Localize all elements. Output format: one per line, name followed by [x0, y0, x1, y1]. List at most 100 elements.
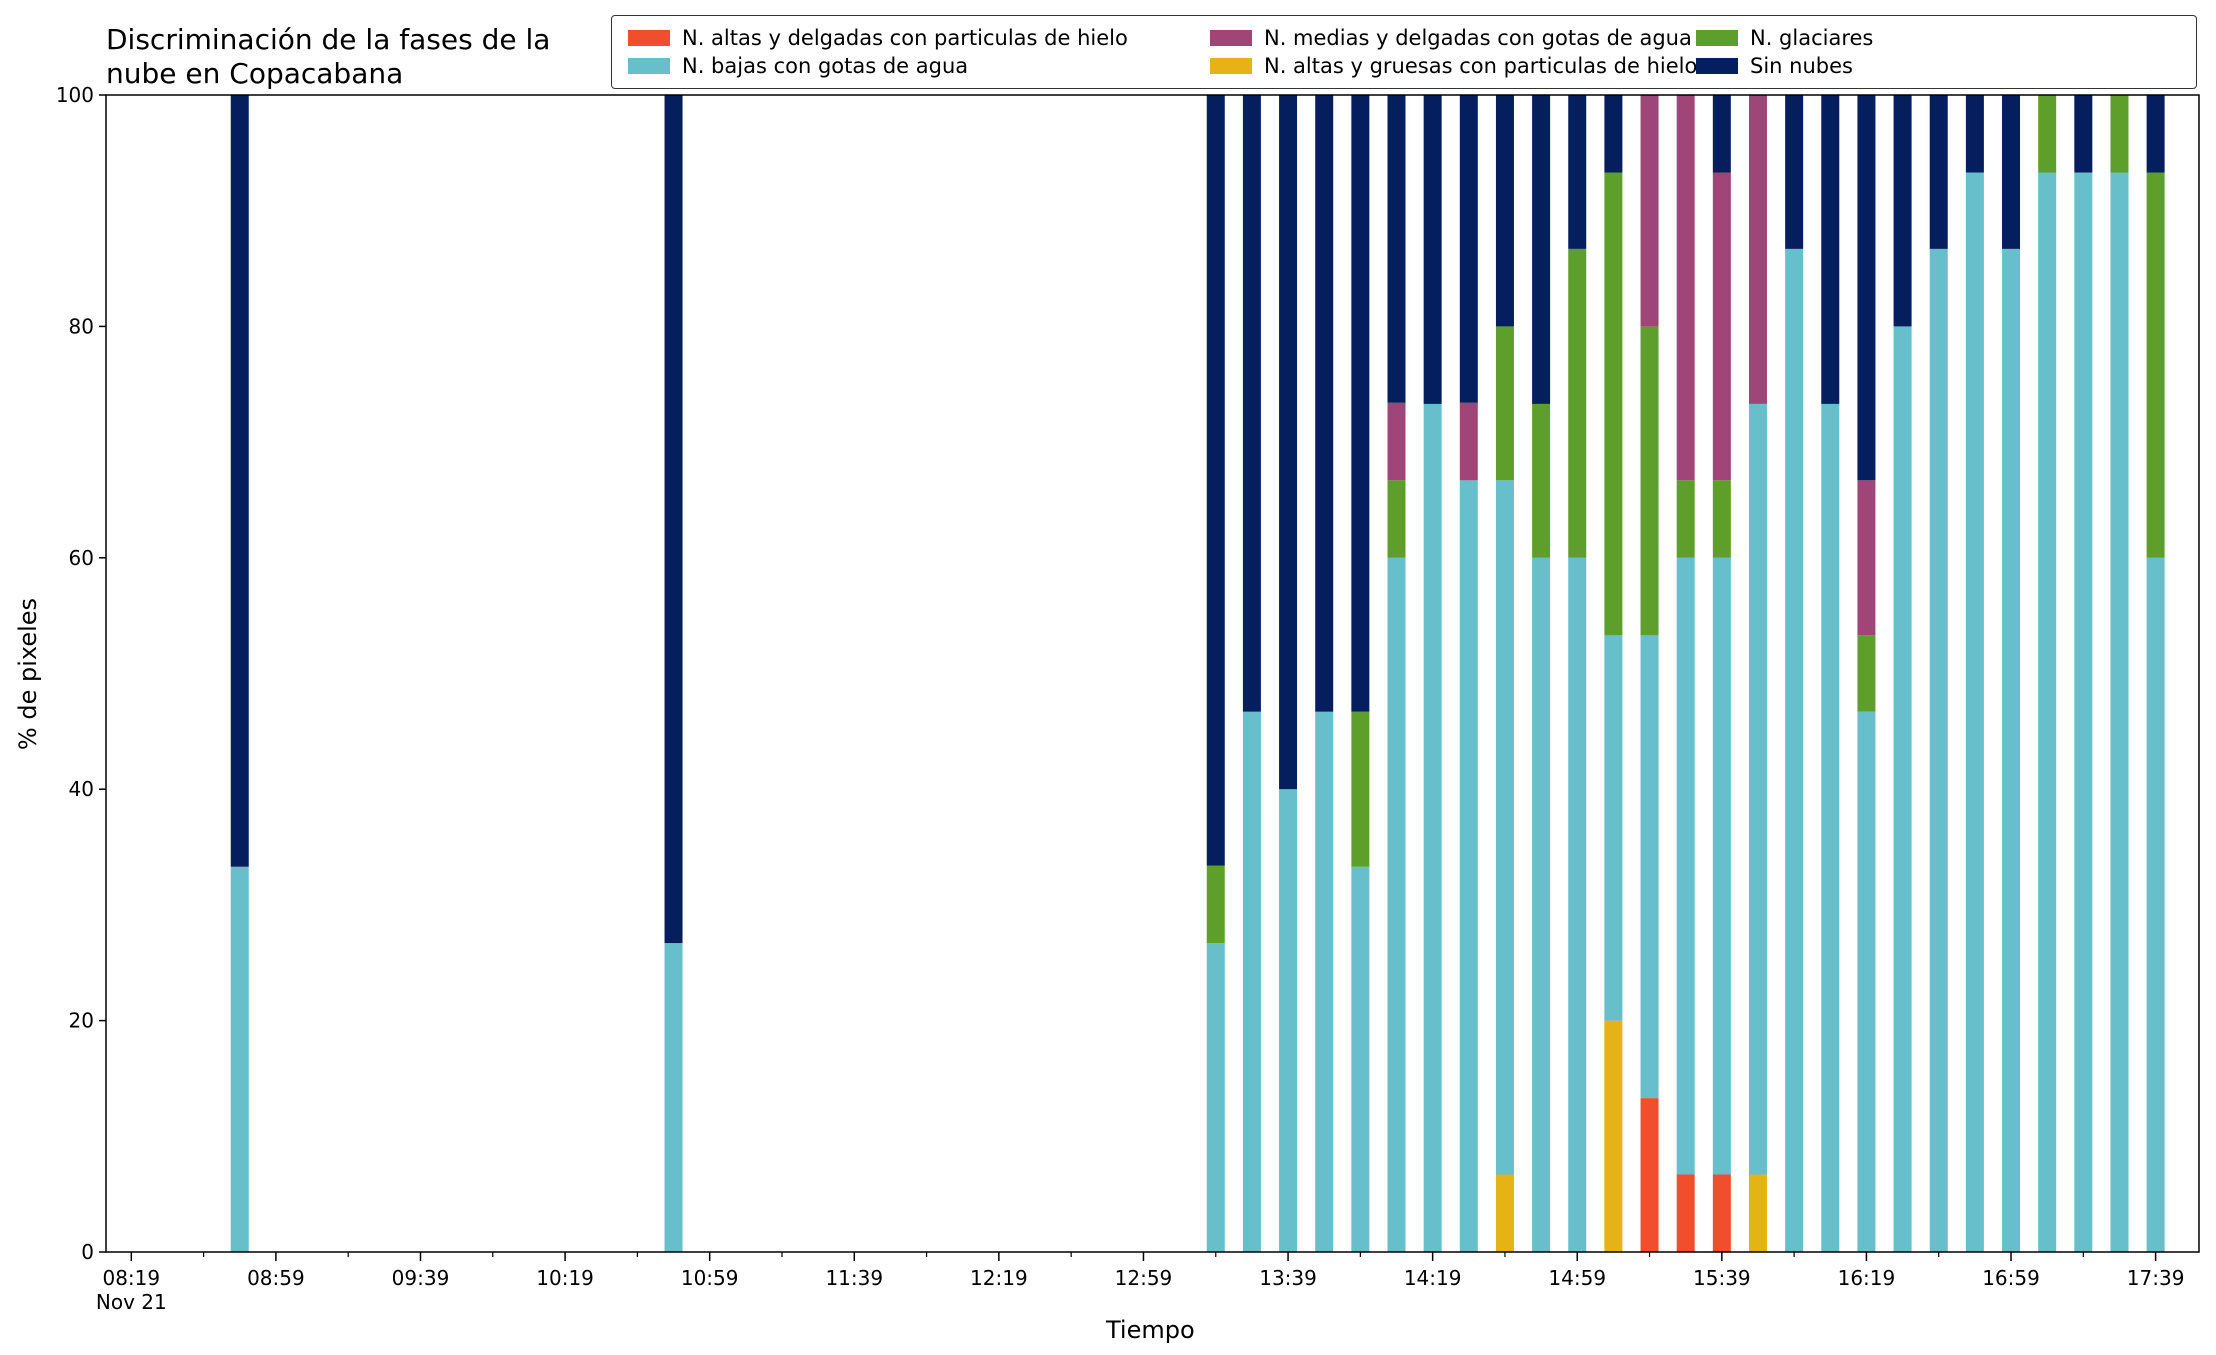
legend-item-altas_gruesas: N. altas y gruesas con particulas de hie…	[1210, 54, 1697, 78]
bar-segment-bajas-1429	[1459, 480, 1478, 1252]
x-tick-label-1339: 13:39	[1259, 1266, 1317, 1290]
bar-segment-sin_nubes-1359	[1351, 95, 1370, 712]
x-tick-label-1459: 14:59	[1548, 1266, 1606, 1290]
x-tick-label-1419: 14:19	[1404, 1266, 1462, 1290]
bar-segment-sin_nubes-1349	[1315, 95, 1334, 712]
bar-segment-sin_nubes-1619	[1857, 95, 1876, 481]
bar-segment-glaciares-1519	[1640, 326, 1659, 636]
legend-swatch-glaciares	[1696, 30, 1738, 46]
bar-segment-bajas-1649	[1965, 172, 1984, 1252]
bar-segment-sin_nubes-1419	[1423, 95, 1442, 404]
chart-title-line-1: Discriminación de la fases de la	[106, 23, 551, 56]
bar-segment-bajas-1719	[2074, 172, 2093, 1252]
x-tick-label-0859: 08:59	[247, 1266, 305, 1290]
bar-segment-altas_delgadas-1539	[1712, 1174, 1731, 1252]
legend-label-altas_gruesas: N. altas y gruesas con particulas de hie…	[1264, 54, 1698, 78]
x-tick-label-1219: 12:19	[970, 1266, 1028, 1290]
bar-segment-bajas-1509	[1604, 635, 1623, 1021]
x-tick-label-1259: 12:59	[1115, 1266, 1173, 1290]
bar-segment-sin_nubes-1449	[1532, 95, 1551, 404]
bar-segment-sin_nubes-1339	[1279, 95, 1298, 790]
bar-segment-sin_nubes-1409	[1387, 95, 1406, 403]
bar-segment-glaciares-1729	[2110, 95, 2129, 173]
legend-item-bajas: N. bajas con gotas de agua	[628, 54, 968, 78]
bar-segment-medias-1619	[1857, 480, 1876, 636]
bar-segment-sin_nubes-0849	[230, 95, 249, 867]
bar-segment-bajas-1419	[1423, 403, 1442, 1252]
bar-segment-medias-1429	[1459, 402, 1478, 481]
plot-frame	[105, 94, 2200, 1253]
bar-segment-sin_nubes-1639	[1929, 95, 1948, 249]
bar-segment-glaciares-1449	[1532, 403, 1551, 558]
legend-label-altas_delgadas: N. altas y delgadas con particulas de hi…	[682, 26, 1128, 50]
bar-segment-glaciares-1739	[2146, 172, 2165, 558]
bar-segment-glaciares-1319	[1206, 865, 1225, 944]
bar-segment-altas_delgadas-1519	[1640, 1098, 1659, 1252]
bar-segment-sin_nubes-1319	[1206, 95, 1225, 866]
bar-segment-sin_nubes-1509	[1604, 95, 1623, 173]
bar-segment-bajas-1319	[1206, 943, 1225, 1252]
bar-segment-sin_nubes-1459	[1568, 95, 1587, 249]
bar-segment-medias-1529	[1676, 95, 1695, 481]
bar-segment-bajas-1409	[1387, 557, 1406, 1252]
bar-segment-glaciares-1529	[1676, 480, 1695, 558]
x-tick-label-1019: 10:19	[536, 1266, 594, 1290]
bar-segment-glaciares-1709	[2038, 95, 2057, 173]
y-tick-label-100: 100	[56, 83, 94, 107]
bar-segment-sin_nubes-1429	[1459, 95, 1478, 403]
x-tick-sublabel: Nov 21	[96, 1290, 167, 1314]
bar-segment-sin_nubes-1609	[1821, 95, 1840, 404]
bar-segment-sin_nubes-1739	[2146, 95, 2165, 173]
legend-swatch-altas_delgadas	[628, 30, 670, 46]
bar-segment-altas_gruesas-1549	[1748, 1174, 1767, 1252]
x-axis-label: Tiempo	[1106, 1316, 1195, 1344]
bar-segment-bajas-1459	[1568, 557, 1587, 1252]
bar-segment-sin_nubes-1629	[1893, 95, 1912, 327]
bar-segment-altas_delgadas-1529	[1676, 1174, 1695, 1252]
legend-item-medias: N. medias y delgadas con gotas de agua	[1210, 26, 1692, 50]
x-tick-label-1539: 15:39	[1693, 1266, 1751, 1290]
legend-swatch-bajas	[628, 58, 670, 74]
bar-segment-medias-1409	[1387, 402, 1406, 481]
bar-segment-bajas-1449	[1532, 557, 1551, 1252]
chart-title-line-2: nube en Copacabana	[106, 57, 404, 90]
bar-segment-glaciares-1509	[1604, 172, 1623, 636]
x-tick-label-0819: 08:19	[102, 1266, 160, 1290]
x-tick-label-1659: 16:59	[1982, 1266, 2040, 1290]
bar-segment-bajas-1349	[1315, 711, 1334, 1252]
bar-segment-bajas-1659	[2002, 248, 2021, 1253]
legend-swatch-medias	[1210, 30, 1252, 46]
y-tick-label-60: 60	[69, 546, 94, 570]
legend-label-sin_nubes: Sin nubes	[1750, 54, 1853, 78]
x-tick-label-1139: 11:39	[825, 1266, 883, 1290]
bar-segment-bajas-1739	[2146, 557, 2165, 1252]
bar-segment-sin_nubes-1649	[1965, 95, 1984, 173]
bar-segment-bajas-1629	[1893, 326, 1912, 1252]
bar-segment-glaciares-1539	[1712, 480, 1731, 558]
bar-segment-bajas-1559	[1785, 248, 1804, 1253]
legend: N. altas y delgadas con particulas de hi…	[611, 15, 2197, 89]
bar-segment-bajas-1359	[1351, 866, 1370, 1252]
bar-segment-bajas-1639	[1929, 248, 1948, 1253]
x-tick-label-1619: 16:19	[1838, 1266, 1896, 1290]
bar-segment-glaciares-1619	[1857, 635, 1876, 712]
bar-segment-bajas-1519	[1640, 635, 1659, 1099]
bar-segment-bajas-1619	[1857, 711, 1876, 1252]
bar-segment-medias-1539	[1712, 172, 1731, 481]
bar-segment-bajas-1549	[1748, 403, 1767, 1175]
bar-segment-bajas-1529	[1676, 557, 1695, 1175]
legend-label-glaciares: N. glaciares	[1750, 26, 1874, 50]
bar-segment-bajas-1729	[2110, 172, 2129, 1252]
legend-item-sin_nubes: Sin nubes	[1696, 54, 1853, 78]
bar-segment-glaciares-1439	[1495, 326, 1514, 481]
x-tick-label-1059: 10:59	[681, 1266, 739, 1290]
x-tick-label-1739: 17:39	[2127, 1266, 2185, 1290]
legend-label-medias: N. medias y delgadas con gotas de agua	[1264, 26, 1692, 50]
y-tick-label-80: 80	[69, 314, 94, 338]
bar-segment-sin_nubes-1719	[2074, 95, 2093, 173]
bar-segment-altas_gruesas-1439	[1495, 1174, 1514, 1252]
bar-segment-bajas-1609	[1821, 403, 1840, 1252]
bar-segment-sin_nubes-1329	[1242, 95, 1261, 712]
y-tick-label-20: 20	[69, 1009, 94, 1033]
